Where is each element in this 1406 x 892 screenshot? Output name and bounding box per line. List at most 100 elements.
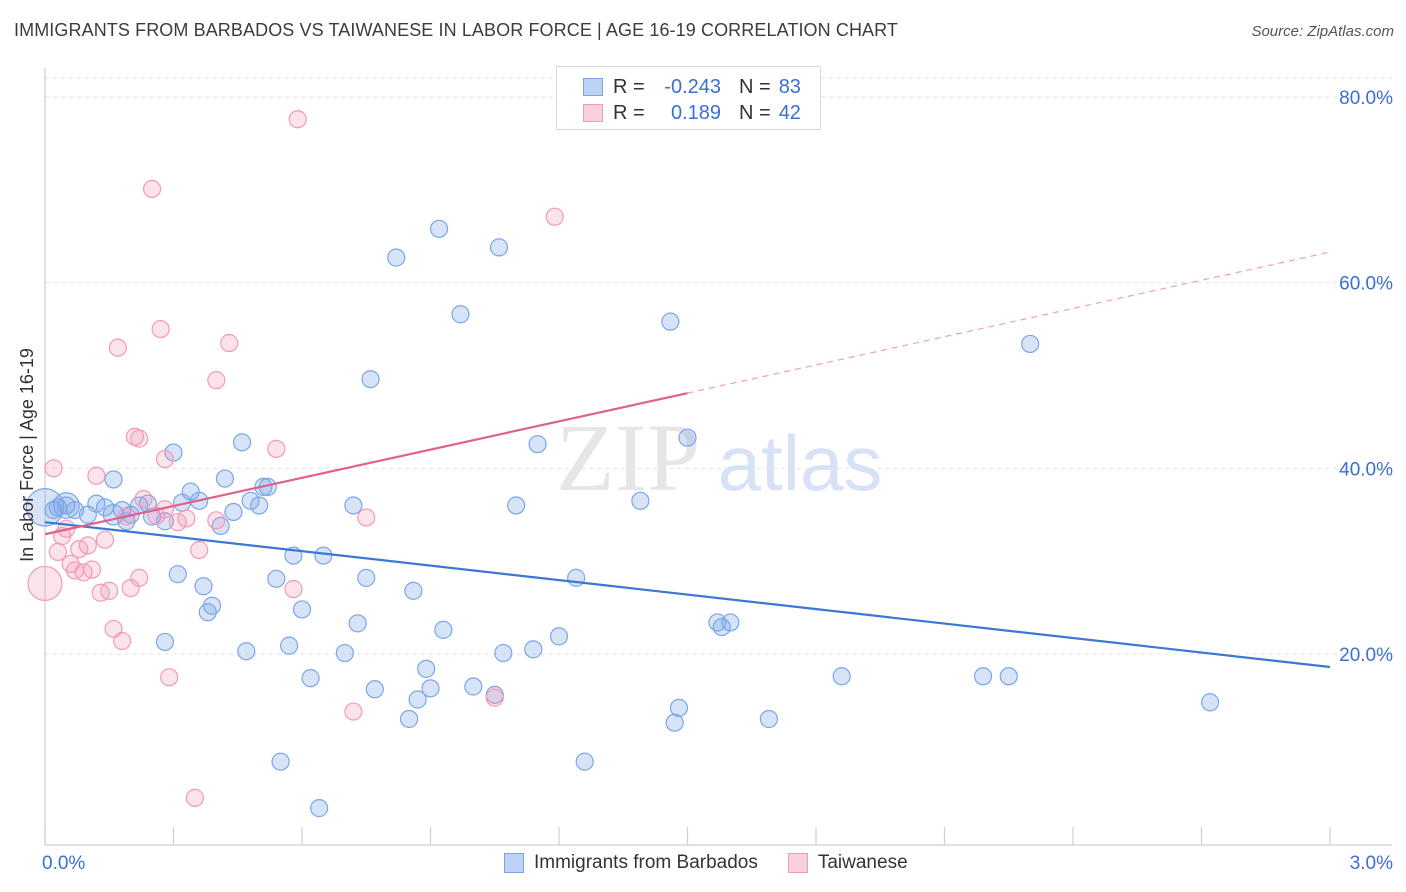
point-barbados xyxy=(661,312,680,331)
point-barbados xyxy=(301,669,320,688)
point-barbados xyxy=(267,569,286,588)
point-taiwanese xyxy=(288,110,307,129)
point-barbados xyxy=(575,752,594,771)
point-taiwanese xyxy=(207,371,226,390)
point-barbados xyxy=(528,435,547,454)
point-barbados xyxy=(202,596,222,615)
point-barbados xyxy=(280,636,299,655)
point-barbados xyxy=(215,469,234,488)
point-barbados xyxy=(241,491,260,510)
point-taiwanese xyxy=(485,688,504,707)
point-taiwanese xyxy=(130,429,149,448)
point-barbados xyxy=(665,713,684,732)
legend-swatch-taiwanese xyxy=(583,104,603,122)
point-taiwanese xyxy=(155,449,175,469)
point-taiwanese xyxy=(83,560,102,579)
point-taiwanese xyxy=(100,581,119,600)
point-taiwanese xyxy=(134,489,153,509)
point-barbados xyxy=(104,470,123,489)
series-barbados xyxy=(25,219,1220,818)
point-barbados xyxy=(237,642,256,661)
point-barbados xyxy=(451,305,470,324)
point-barbados xyxy=(232,433,252,452)
legend-r-value: -0.243 xyxy=(664,75,721,98)
point-barbados xyxy=(464,677,483,696)
point-taiwanese xyxy=(130,568,149,587)
point-barbados xyxy=(489,238,509,257)
tick-labels: 20.0% 40.0% 60.0% 80.0% 0.0% 3.0% xyxy=(42,88,1393,874)
point-taiwanese xyxy=(112,631,132,651)
point-barbados xyxy=(669,698,689,717)
point-barbados xyxy=(361,370,380,389)
point-barbados xyxy=(387,248,406,267)
point-barbados xyxy=(335,643,354,663)
point-taiwanese xyxy=(44,459,63,478)
chart-title: IMMIGRANTS FROM BARBADOS VS TAIWANESE IN… xyxy=(14,20,899,40)
legend-n-value: 83 xyxy=(778,75,801,98)
legend-n-label: N = xyxy=(739,75,771,98)
point-barbados xyxy=(759,709,778,729)
point-taiwanese xyxy=(284,579,303,599)
legend-row-barbados: R = -0.243 N = 83 xyxy=(583,74,801,100)
y-tick-label: 40.0% xyxy=(1339,459,1393,480)
point-barbados xyxy=(1021,334,1040,354)
source-label: Source: ZipAtlas.com xyxy=(1251,23,1394,40)
bottom-legend-barbados: Immigrants from Barbados xyxy=(504,852,758,874)
bottom-legend-label-taiwanese: Taiwanese xyxy=(817,852,908,873)
point-barbados xyxy=(408,690,427,709)
point-taiwanese xyxy=(545,207,564,226)
point-barbados xyxy=(344,496,363,515)
point-barbados xyxy=(404,581,423,600)
legend-r-label: R = xyxy=(613,75,645,98)
point-barbados xyxy=(567,568,586,587)
x-tick-label-max: 3.0% xyxy=(1350,853,1393,874)
bottom-legend-label-barbados: Immigrants from Barbados xyxy=(534,852,758,873)
legend-r-value: 0.189 xyxy=(670,101,721,124)
point-taiwanese xyxy=(48,542,67,561)
point-barbados xyxy=(194,577,213,596)
legend-n-label: N = xyxy=(739,101,771,124)
bottom-legend-taiwanese: Taiwanese xyxy=(787,852,908,874)
point-taiwanese xyxy=(27,565,63,602)
point-taiwanese xyxy=(267,439,286,458)
point-taiwanese xyxy=(142,179,162,199)
point-taiwanese xyxy=(220,333,239,353)
point-barbados xyxy=(314,546,333,565)
axes xyxy=(44,68,1392,846)
point-barbados xyxy=(399,709,419,729)
grid xyxy=(45,77,1392,655)
series-taiwanese xyxy=(27,110,564,807)
point-barbados xyxy=(310,799,329,818)
y-tick-label: 80.0% xyxy=(1339,88,1393,109)
point-taiwanese xyxy=(344,702,363,721)
point-barbados xyxy=(224,502,243,522)
trend-line-barbados xyxy=(44,521,1331,669)
point-taiwanese xyxy=(185,788,205,807)
point-taiwanese xyxy=(108,338,127,357)
bottom-legend-swatch-taiwanese xyxy=(787,853,808,873)
point-taiwanese xyxy=(160,668,179,687)
point-barbados xyxy=(631,491,650,510)
point-taiwanese xyxy=(87,466,106,485)
legend-swatch-barbados xyxy=(583,78,603,96)
point-taiwanese xyxy=(207,511,226,530)
point-barbados xyxy=(155,632,175,652)
point-barbados xyxy=(429,219,449,238)
point-taiwanese xyxy=(190,540,209,560)
point-barbados xyxy=(832,667,851,686)
bottom-legend-swatch-barbados xyxy=(504,853,524,873)
trend-line-taiwanese xyxy=(44,392,688,536)
legend-box: R = -0.243 N = 83 R = 0.189 N = 42 xyxy=(556,66,821,130)
point-barbados xyxy=(678,428,697,447)
watermark: ZIP atlas xyxy=(556,404,882,511)
legend-r-label: R = xyxy=(613,101,645,124)
point-barbados xyxy=(507,496,526,515)
point-barbados xyxy=(53,492,80,519)
point-barbados xyxy=(973,667,993,686)
point-barbados xyxy=(549,627,569,646)
point-barbados xyxy=(524,640,543,659)
trend-line-taiwanese-dashed xyxy=(687,251,1331,394)
point-barbados xyxy=(292,600,312,619)
point-barbados xyxy=(348,614,367,633)
